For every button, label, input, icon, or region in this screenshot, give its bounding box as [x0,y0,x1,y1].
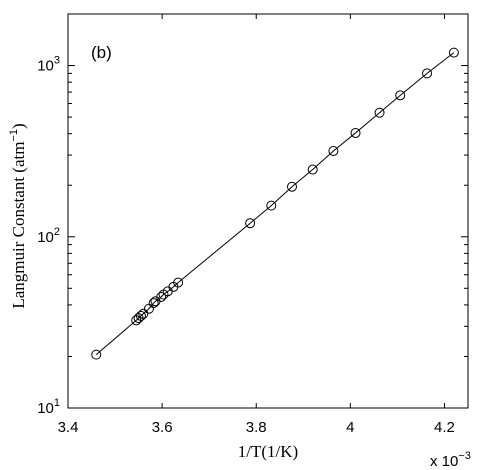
y-tick-label-exp: 1 [54,397,60,409]
data-point [156,291,167,302]
y-axis-label-close: ) [9,123,28,129]
y-tick-label-exp: 2 [54,226,60,238]
data-point [422,68,433,79]
y-minor-ticks [68,13,468,357]
data-point [287,181,297,192]
x-axis-multiplier: x 10−3 [430,450,471,470]
data-point [173,277,184,288]
y-tick-label: 102 [37,226,60,246]
x-axis-ticks: 3.4 3.6 3.8 4 4.2 [58,14,455,436]
data-point [266,200,277,211]
x-tick-label: 3.6 [152,419,173,436]
data-point [245,218,256,229]
x-tick-label: 4.2 [434,419,455,436]
data-point [328,145,339,156]
y-tick-label-exp: 3 [54,55,60,67]
y-axis-label-main: Langmuir Constant (atm [9,142,28,309]
y-tick-label-base: 10 [37,400,54,417]
series-layer [91,47,459,360]
y-tick-label: 103 [37,55,60,75]
plot-area-frame [67,13,469,409]
x-tick-label: 3.4 [58,419,79,436]
data-point [395,90,406,101]
y-tick-label-base: 10 [37,229,54,246]
data-point [374,107,385,118]
data-point [91,349,102,360]
x-axis-multiplier-base: x 10 [430,453,458,470]
data-point [135,310,146,321]
y-tick-label-base: 10 [37,58,54,75]
x-tick-label: 4 [346,419,354,436]
y-tick-label: 101 [37,397,60,417]
series-line [95,52,455,355]
x-axis-multiplier-exp: −3 [458,450,471,462]
x-tick-label: 3.8 [246,419,267,436]
y-axis-label-sup: −1 [8,129,20,142]
data-point [307,164,318,175]
y-axis-label: Langmuir Constant (atm−1) [8,123,28,308]
data-point [138,308,149,319]
x-axis-label: 1/T(1/K) [238,442,298,461]
data-point [350,127,361,138]
data-point [148,298,159,309]
data-point [448,47,459,58]
panel-label: (b) [91,43,112,62]
